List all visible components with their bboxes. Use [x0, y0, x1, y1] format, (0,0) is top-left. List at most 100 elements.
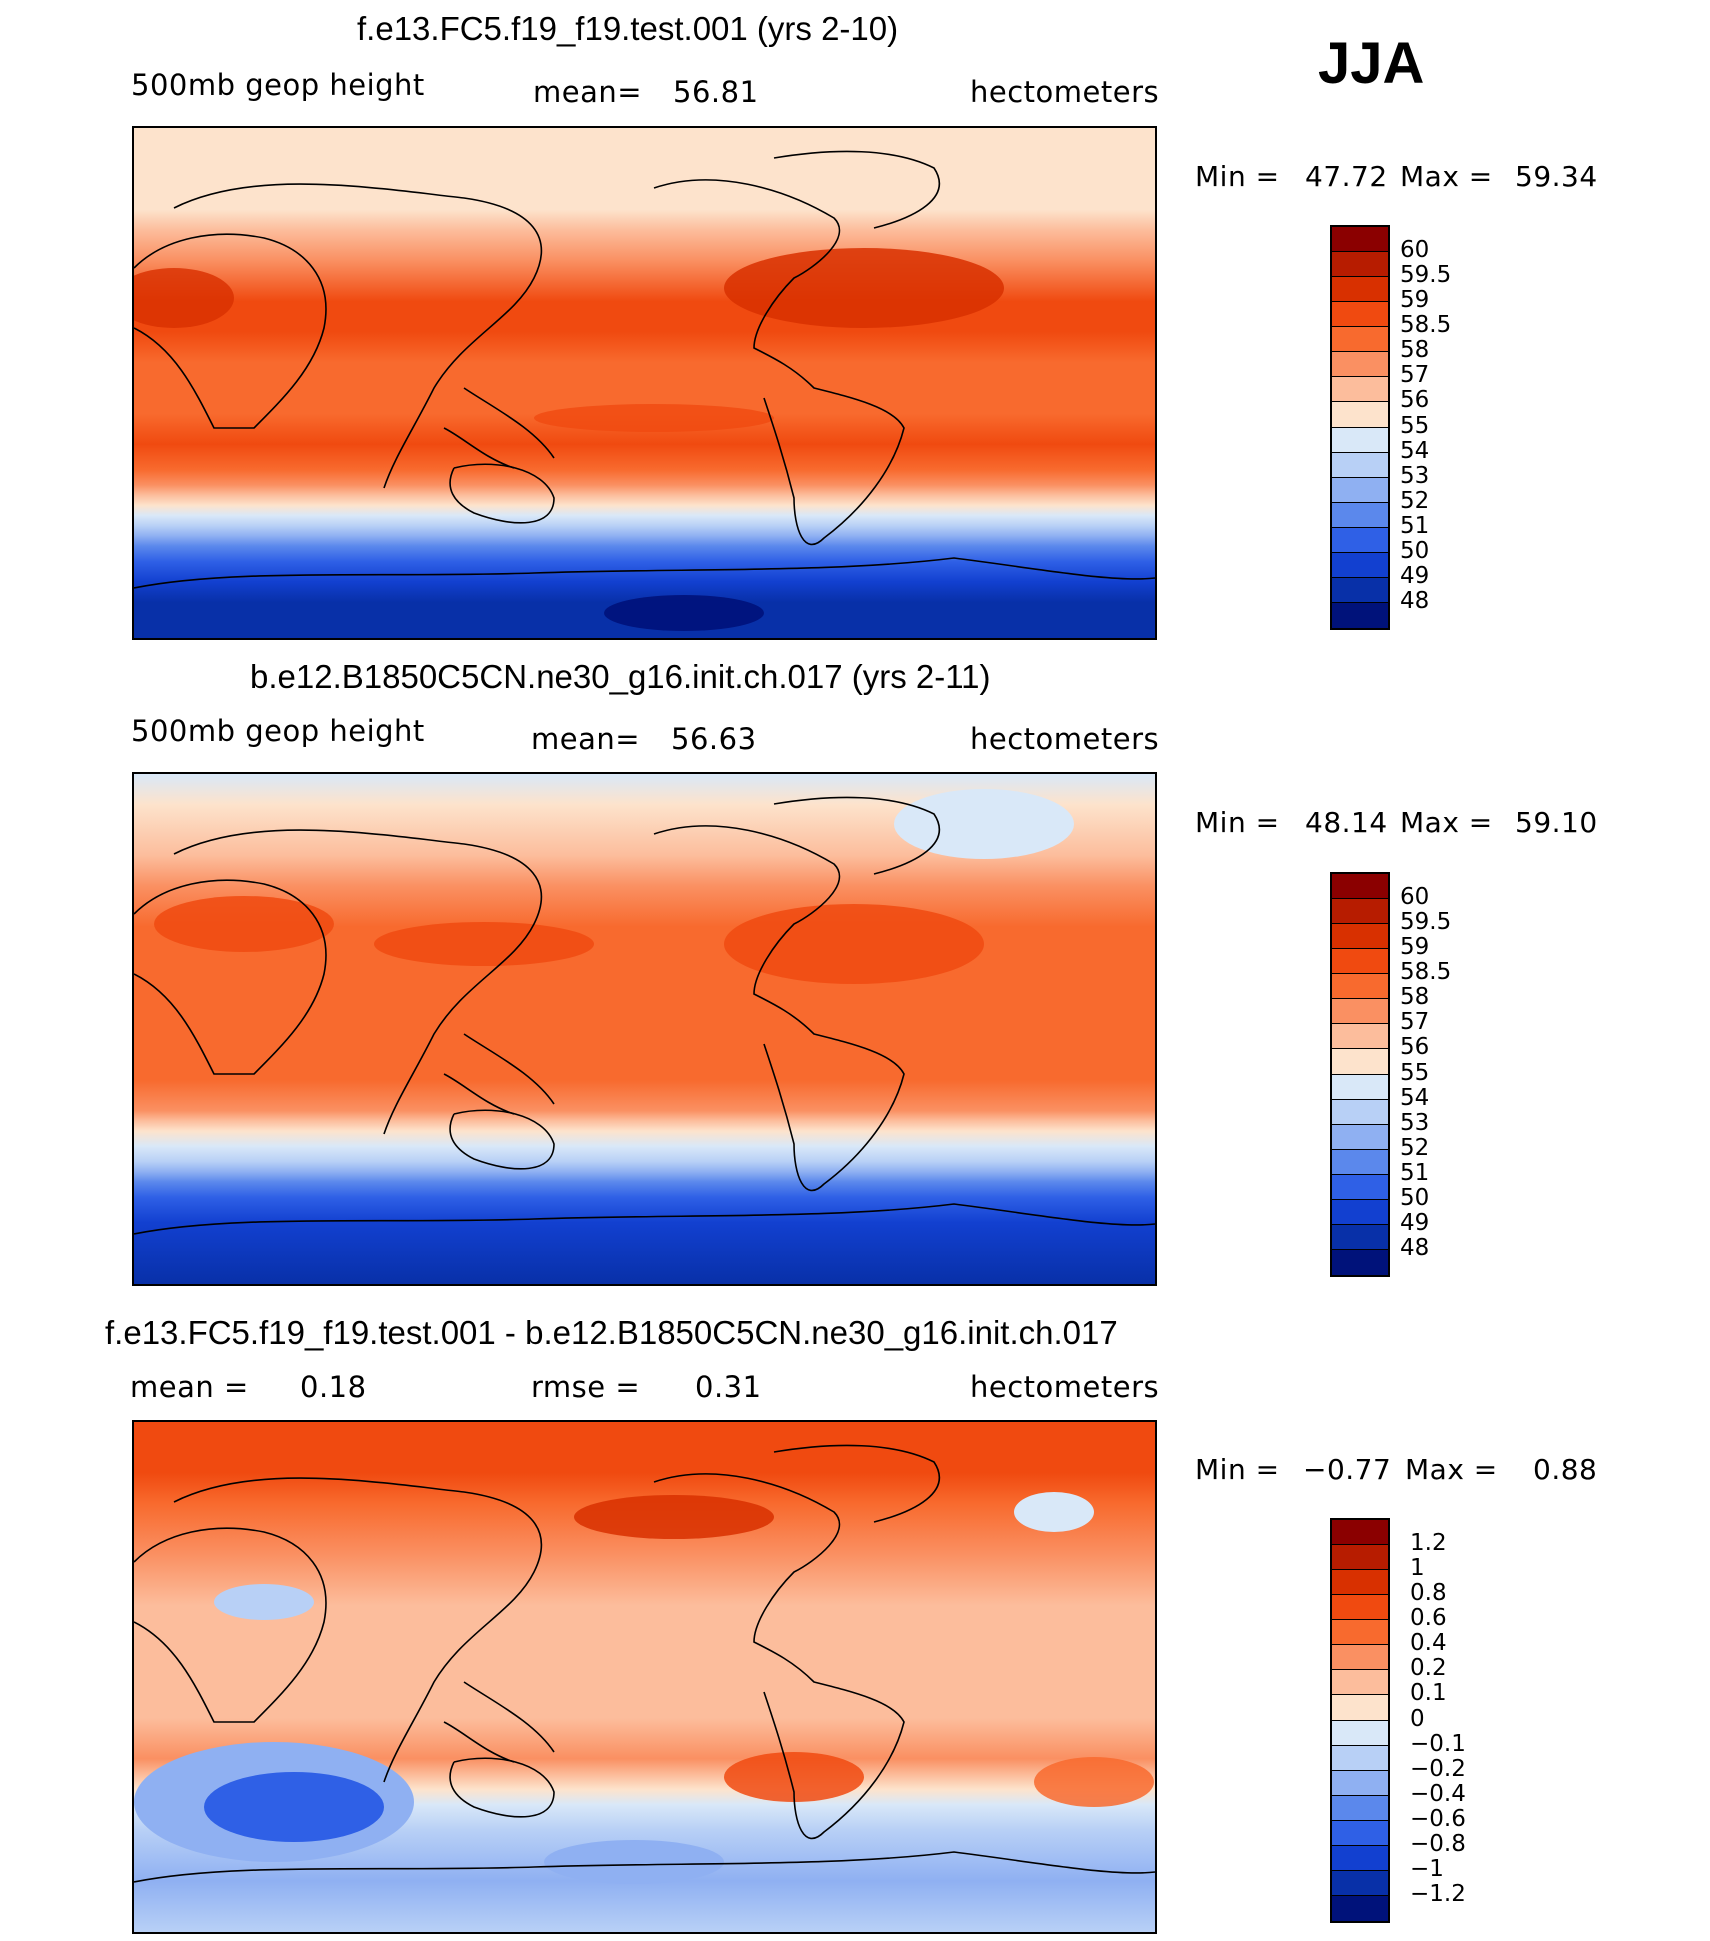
- panel2-min-label: Min =: [1195, 806, 1280, 839]
- panel1-high-pacific: [534, 404, 774, 432]
- panel2-colorbar: [1330, 872, 1390, 1277]
- colorbar-segment: [1332, 1620, 1388, 1646]
- colorbar-tick-label: 58.5: [1400, 959, 1452, 986]
- colorbar-tick-label: 48: [1400, 587, 1430, 614]
- panel1-variable: 500mb geop height: [131, 68, 425, 102]
- colorbar-tick-label: 50: [1400, 1184, 1430, 1211]
- colorbar-segment: [1332, 1870, 1388, 1896]
- panel3-low-ross: [544, 1840, 724, 1884]
- colorbar-segment: [1332, 924, 1388, 950]
- colorbar-tick-label: −1.2: [1410, 1880, 1466, 1907]
- panel1-max-label: Max =: [1400, 160, 1493, 193]
- panel3-max-label: Max =: [1405, 1453, 1498, 1486]
- colorbar-tick-label: 52: [1400, 487, 1430, 514]
- panel3-rmse-label: rmse =: [531, 1370, 641, 1404]
- colorbar-segment: [1332, 999, 1388, 1025]
- panel3-min-label: Min =: [1195, 1453, 1280, 1486]
- colorbar-tick-label: 58: [1400, 337, 1430, 364]
- panel2-mean-label: mean=: [531, 722, 641, 756]
- colorbar-tick-label: 53: [1400, 462, 1430, 489]
- colorbar-tick-label: 58: [1400, 984, 1430, 1011]
- colorbar-tick-label: 55: [1400, 1059, 1430, 1086]
- panel3-coastlines: [134, 1444, 1155, 1883]
- panel1-field: [134, 128, 1155, 638]
- colorbar-segment: [1332, 327, 1388, 353]
- colorbar-segment: [1332, 477, 1388, 503]
- colorbar-segment: [1332, 1124, 1388, 1150]
- colorbar-segment: [1332, 1224, 1388, 1250]
- colorbar-segment: [1332, 1545, 1388, 1571]
- panel2-high-pacific: [374, 922, 594, 966]
- colorbar-segment: [1332, 452, 1388, 478]
- colorbar-segment: [1332, 527, 1388, 553]
- colorbar-tick-label: 50: [1400, 537, 1430, 564]
- panel3-low-arabia: [214, 1584, 314, 1620]
- colorbar-segment: [1332, 1149, 1388, 1175]
- colorbar-tick-label: 59: [1400, 287, 1430, 314]
- colorbar-tick-label: 51: [1400, 1159, 1430, 1186]
- panel3-low-atlantic: [1014, 1492, 1094, 1532]
- colorbar-segment: [1332, 227, 1388, 253]
- colorbar-segment: [1332, 874, 1388, 900]
- colorbar-segment: [1332, 1570, 1388, 1596]
- panel1-map: [132, 126, 1157, 640]
- panel2-high-atlantic: [724, 904, 984, 984]
- panel2-units: hectometers: [970, 722, 1160, 756]
- colorbar-segment: [1332, 1770, 1388, 1796]
- colorbar-segment: [1332, 949, 1388, 975]
- panel1-max-value: 59.34: [1515, 160, 1598, 193]
- colorbar-segment: [1332, 352, 1388, 378]
- panel2-map: [132, 772, 1157, 1286]
- panel2-min-value: 48.14: [1305, 806, 1388, 839]
- panel1-min-label: Min =: [1195, 160, 1280, 193]
- colorbar-tick-label: 60: [1400, 237, 1430, 264]
- colorbar-segment: [1332, 552, 1388, 578]
- colorbar-tick-label: 1.2: [1410, 1530, 1447, 1557]
- colorbar-segment: [1332, 1720, 1388, 1746]
- colorbar-tick-label: 0.8: [1410, 1580, 1447, 1607]
- panel1-colorbar: [1330, 225, 1390, 630]
- colorbar-segment: [1332, 1024, 1388, 1050]
- panel1-mean-label: mean=: [533, 75, 643, 109]
- panel1-coastlines: [134, 150, 1155, 589]
- colorbar-tick-label: −1: [1410, 1855, 1444, 1882]
- colorbar-tick-label: −0.2: [1410, 1755, 1466, 1782]
- colorbar-tick-label: 0.2: [1410, 1655, 1447, 1682]
- colorbar-tick-label: 53: [1400, 1109, 1430, 1136]
- colorbar-tick-label: 1: [1410, 1555, 1425, 1582]
- colorbar-segment: [1332, 427, 1388, 453]
- colorbar-segment: [1332, 252, 1388, 278]
- colorbar-segment: [1332, 602, 1388, 628]
- colorbar-tick-label: −0.8: [1410, 1830, 1466, 1857]
- colorbar-segment: [1332, 577, 1388, 603]
- panel2-mean-value: 56.63: [671, 722, 757, 756]
- colorbar-tick-label: 56: [1400, 1034, 1430, 1061]
- panel2-coastlines: [134, 796, 1155, 1235]
- panel1-high-atlantic: [724, 248, 1004, 328]
- panel2-max-value: 59.10: [1515, 806, 1598, 839]
- panel1-units: hectometers: [970, 75, 1160, 109]
- colorbar-tick-label: 52: [1400, 1134, 1430, 1161]
- colorbar-tick-label: 51: [1400, 512, 1430, 539]
- colorbar-tick-label: 60: [1400, 884, 1430, 911]
- panel3-map: [132, 1420, 1157, 1934]
- panel3-max-value: 0.88: [1533, 1453, 1598, 1486]
- colorbar-tick-label: 48: [1400, 1234, 1430, 1261]
- panel1-title: f.e13.FC5.f19_f19.test.001 (yrs 2-10): [357, 10, 899, 47]
- colorbar-segment: [1332, 1670, 1388, 1696]
- panel3-title: f.e13.FC5.f19_f19.test.001 - b.e12.B1850…: [105, 1314, 1118, 1351]
- panel3-mean-label: mean =: [130, 1370, 249, 1404]
- colorbar-segment: [1332, 1795, 1388, 1821]
- colorbar-segment: [1332, 1099, 1388, 1125]
- colorbar-tick-label: −0.1: [1410, 1730, 1466, 1757]
- panel3-map-svg: [134, 1422, 1155, 1932]
- panel1-map-svg: [134, 128, 1155, 638]
- colorbar-tick-label: −0.6: [1410, 1805, 1466, 1832]
- colorbar-segment: [1332, 899, 1388, 925]
- panel3-low-indian-core: [204, 1772, 384, 1842]
- colorbar-tick-label: 0: [1410, 1705, 1425, 1732]
- colorbar-segment: [1332, 1595, 1388, 1621]
- panel3-units: hectometers: [970, 1370, 1160, 1404]
- season-label: JJA: [1318, 31, 1425, 96]
- colorbar-tick-label: 0.6: [1410, 1605, 1447, 1632]
